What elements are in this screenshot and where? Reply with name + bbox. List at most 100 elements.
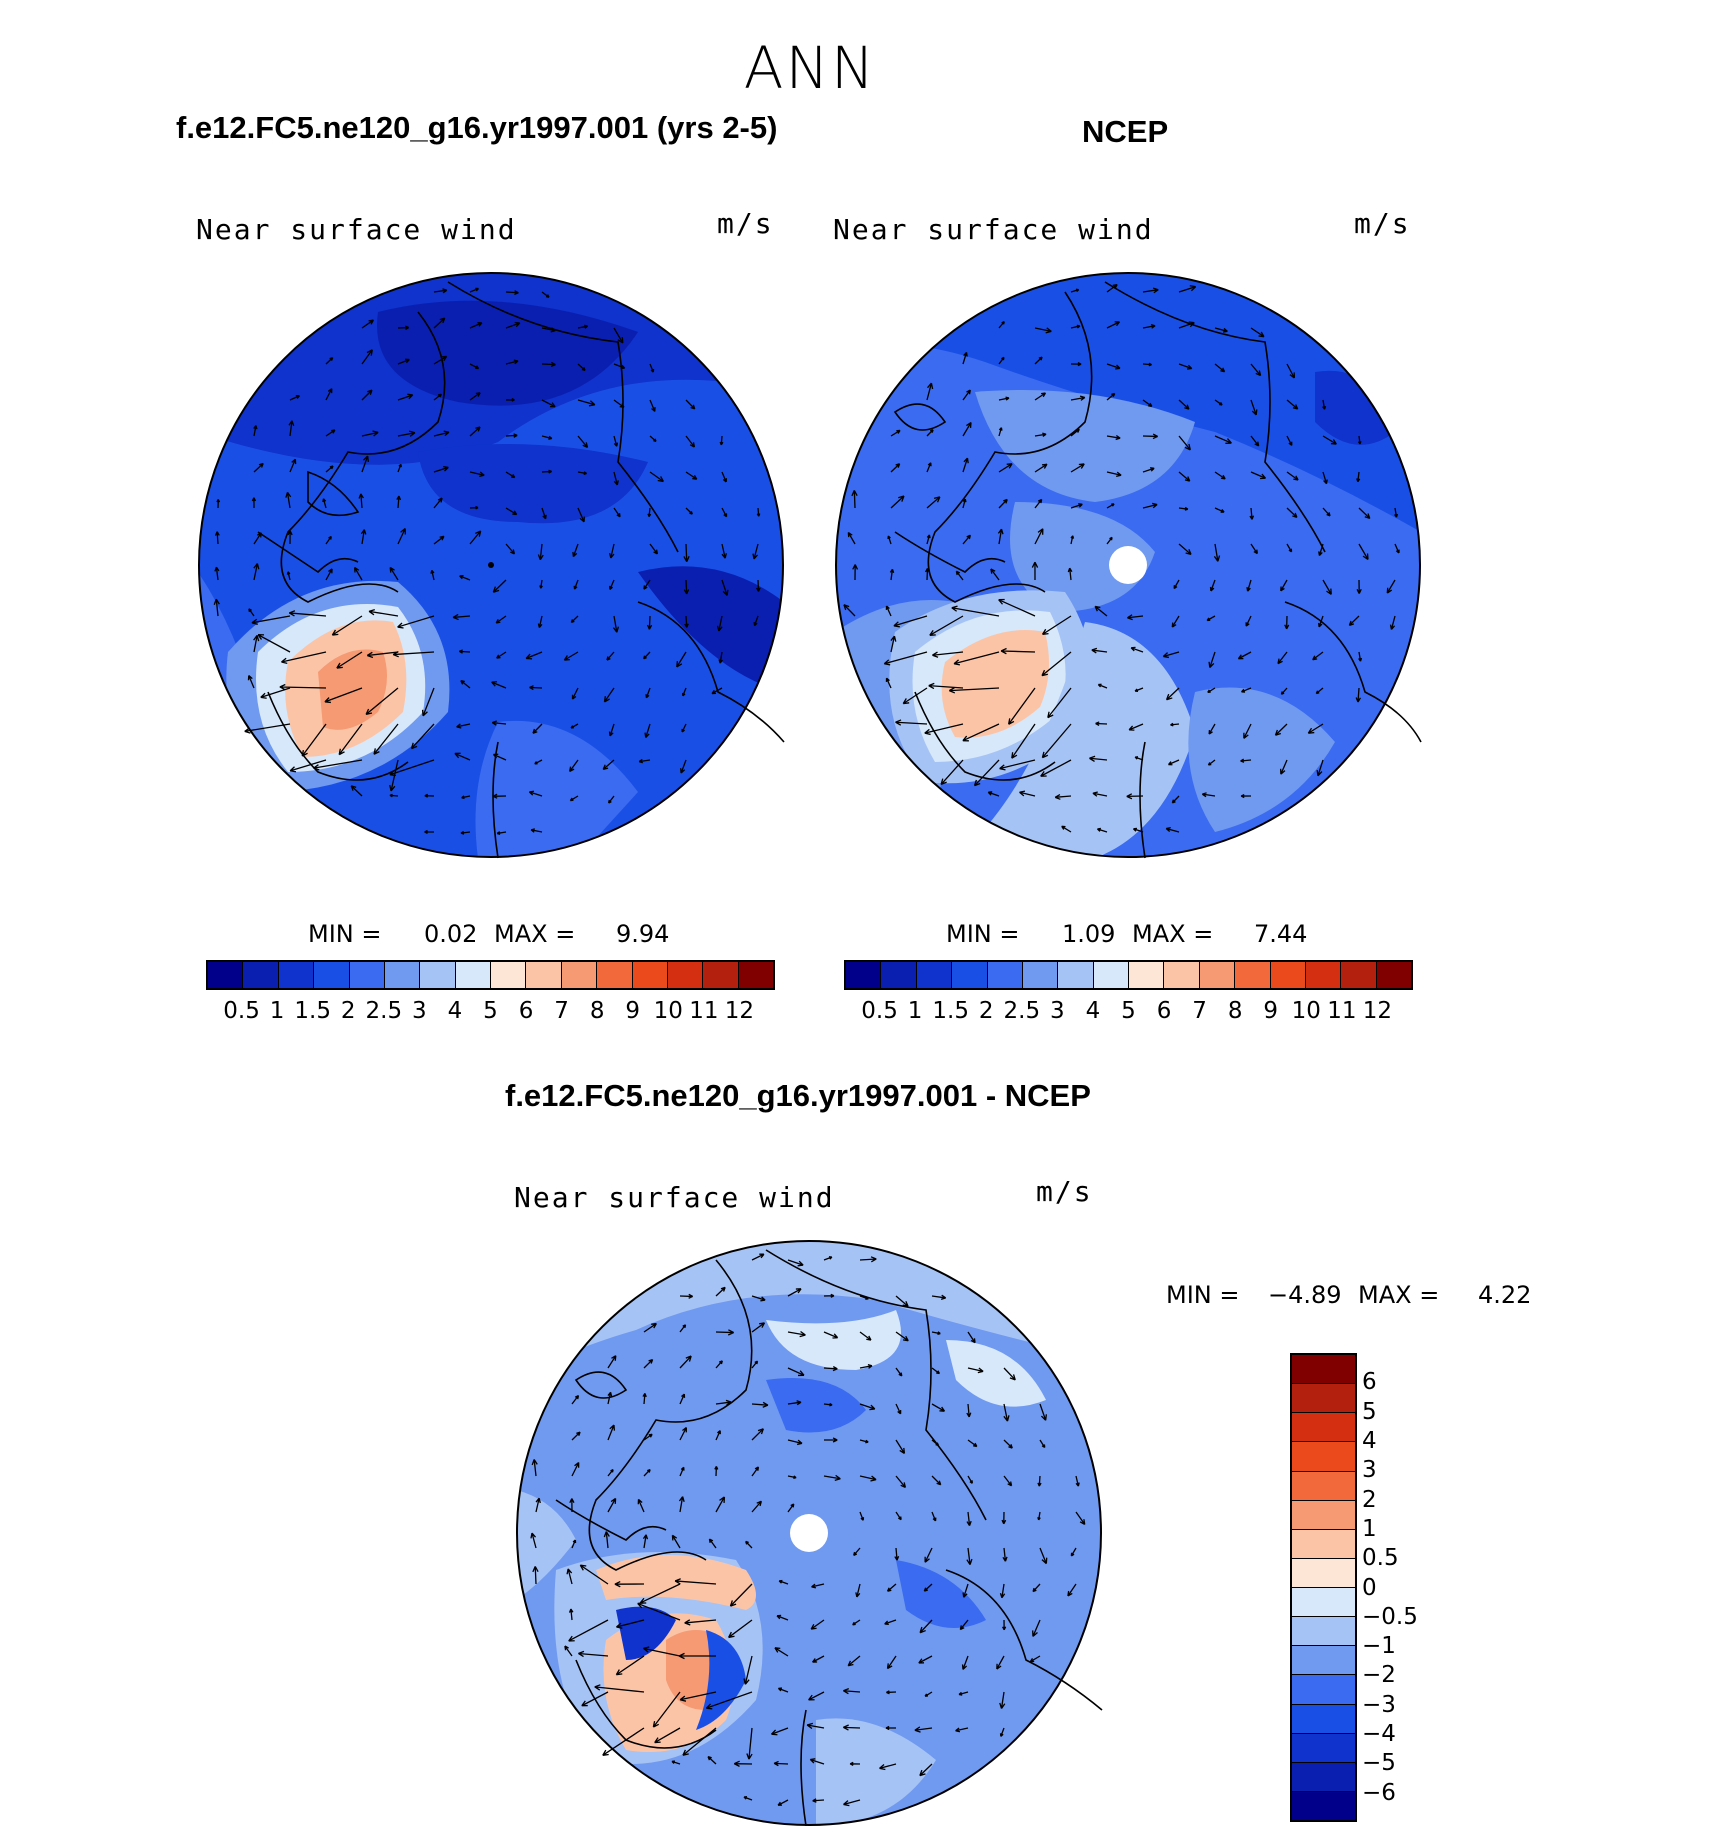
colorbar-tick-label: 3 xyxy=(412,998,427,1024)
colorbar-tick-label: 7 xyxy=(1192,998,1207,1024)
colorbar-swatch xyxy=(1292,1529,1355,1559)
colorbar-tick-label: 12 xyxy=(724,998,755,1024)
colorbar-swatch xyxy=(1093,962,1129,988)
colorbar-swatch xyxy=(1292,1413,1355,1443)
colorbar-tick-label: 4 xyxy=(1085,998,1101,1024)
colorbar-tick-label: 11 xyxy=(1327,998,1357,1024)
colorbar-tick-label: 9 xyxy=(625,998,641,1024)
panel-1-variable: Near surface wind xyxy=(196,213,517,246)
colorbar-tick-label: −5 xyxy=(1362,1750,1396,1777)
panel-2-variable: Near surface wind xyxy=(833,213,1154,246)
colorbar-tick-label: −1 xyxy=(1362,1633,1396,1660)
colorbar-swatch xyxy=(455,962,491,988)
panel-3-map xyxy=(516,1240,1103,1826)
wind-vector-field xyxy=(843,283,1400,833)
colorbar-tick-label: 6 xyxy=(1362,1369,1377,1396)
colorbar-swatch xyxy=(1292,1355,1355,1385)
colorbar-tick-label: −4 xyxy=(1362,1721,1396,1748)
colorbar-tick-label: −3 xyxy=(1362,1691,1396,1718)
colorbar-swatch xyxy=(916,962,953,988)
colorbar-tick-label: −6 xyxy=(1362,1779,1396,1806)
panel-2-units: m/s xyxy=(1354,207,1411,240)
colorbar-swatch xyxy=(384,962,421,988)
colorbar-swatch xyxy=(1058,962,1094,988)
colorbar-tick-label: 11 xyxy=(689,998,719,1024)
colorbar-swatch xyxy=(1305,962,1342,988)
colorbar-swatch xyxy=(1292,1791,1355,1820)
wind-vector-field xyxy=(213,287,761,835)
panel-2-min-value: 1.09 xyxy=(1062,920,1116,948)
colorbar-tick-label: 1.5 xyxy=(932,998,969,1024)
panel-1-colorbar xyxy=(206,960,775,990)
colorbar-swatch xyxy=(1292,1500,1355,1530)
colorbar-swatch xyxy=(526,962,562,988)
colorbar-swatch xyxy=(208,962,244,988)
colorbar-tick-label: 2.5 xyxy=(365,998,403,1024)
colorbar-tick-label: 2 xyxy=(1362,1486,1377,1513)
colorbar-swatch xyxy=(738,962,773,988)
panel-2-colorbar-ticks: 0.5 1 1.5 2 2.5 3 4 5 6 7 8 9 10 11 12 xyxy=(844,998,1413,1028)
colorbar-swatch xyxy=(846,962,882,988)
panel-2-max-value: 7.44 xyxy=(1254,920,1308,948)
panel-1-colorbar-ticks: 0.5 1 1.5 2 2.5 3 4 5 6 7 8 9 10 11 12 xyxy=(206,998,775,1028)
colorbar-tick-label: 3 xyxy=(1362,1457,1377,1484)
colorbar-tick-label: 6 xyxy=(518,998,534,1024)
colorbar-tick-label: −2 xyxy=(1362,1662,1396,1689)
colorbar-swatch xyxy=(314,962,350,988)
panel-3-min-value: −4.89 xyxy=(1268,1281,1342,1309)
colorbar-swatch xyxy=(632,962,668,988)
colorbar-tick-label: 10 xyxy=(653,998,683,1024)
colorbar-swatch xyxy=(1129,962,1165,988)
panel-1-map xyxy=(198,272,785,859)
figure-title: ANN xyxy=(743,34,877,102)
colorbar-tick-label: 5 xyxy=(1362,1398,1377,1425)
colorbar-swatch xyxy=(1292,1617,1355,1647)
colorbar-swatch xyxy=(1199,962,1236,988)
colorbar-swatch xyxy=(1022,962,1059,988)
colorbar-tick-label: 5 xyxy=(1121,998,1136,1024)
panel-1-max-label: MAX = xyxy=(494,920,576,948)
colorbar-swatch xyxy=(1292,1558,1355,1588)
panel-3-units: m/s xyxy=(1036,1175,1093,1208)
colorbar-swatch xyxy=(561,962,598,988)
colorbar-swatch xyxy=(952,962,988,988)
colorbar-tick-label: 3 xyxy=(1050,998,1065,1024)
colorbar-tick-label: 4 xyxy=(447,998,463,1024)
colorbar-swatch xyxy=(1292,1588,1355,1618)
colorbar-tick-label: 5 xyxy=(483,998,498,1024)
colorbar-swatch xyxy=(1376,962,1411,988)
panel-1-units: m/s xyxy=(717,207,774,240)
colorbar-tick-label: 0 xyxy=(1362,1574,1377,1601)
colorbar-swatch xyxy=(1292,1646,1355,1676)
colorbar-tick-label: 2 xyxy=(978,998,994,1024)
colorbar-swatch xyxy=(1292,1442,1355,1472)
panel-2-colorbar xyxy=(844,960,1413,990)
colorbar-tick-label: 9 xyxy=(1263,998,1279,1024)
colorbar-tick-label: 0.5 xyxy=(861,998,898,1024)
colorbar-tick-label: 0.5 xyxy=(223,998,260,1024)
colorbar-swatch xyxy=(278,962,315,988)
colorbar-tick-label: 7 xyxy=(554,998,569,1024)
colorbar-tick-label: 1 xyxy=(269,998,285,1024)
panel-3-max-label: MAX = xyxy=(1358,1281,1440,1309)
colorbar-swatch xyxy=(1292,1675,1355,1705)
panel-2-min-label: MIN = xyxy=(946,920,1020,948)
colorbar-tick-label: −0.5 xyxy=(1362,1603,1418,1630)
colorbar-swatch xyxy=(1164,962,1200,988)
panel-1-max-value: 9.94 xyxy=(616,920,670,948)
colorbar-swatch xyxy=(491,962,527,988)
panel-2-map xyxy=(835,272,1422,859)
colorbar-tick-label: 1 xyxy=(907,998,923,1024)
colorbar-tick-label: 2 xyxy=(340,998,356,1024)
wind-vector-field xyxy=(530,1253,1086,1807)
colorbar-tick-label: 8 xyxy=(1227,998,1243,1024)
colorbar-swatch xyxy=(987,962,1023,988)
colorbar-swatch xyxy=(667,962,704,988)
colorbar-swatch xyxy=(881,962,917,988)
panel-2-max-label: MAX = xyxy=(1132,920,1214,948)
colorbar-tick-label: 1.5 xyxy=(294,998,331,1024)
panel-3-max-value: 4.22 xyxy=(1478,1281,1532,1309)
panel-3-colorbar xyxy=(1290,1353,1357,1822)
colorbar-tick-label: 2.5 xyxy=(1003,998,1041,1024)
panel-1-min-value: 0.02 xyxy=(424,920,478,948)
